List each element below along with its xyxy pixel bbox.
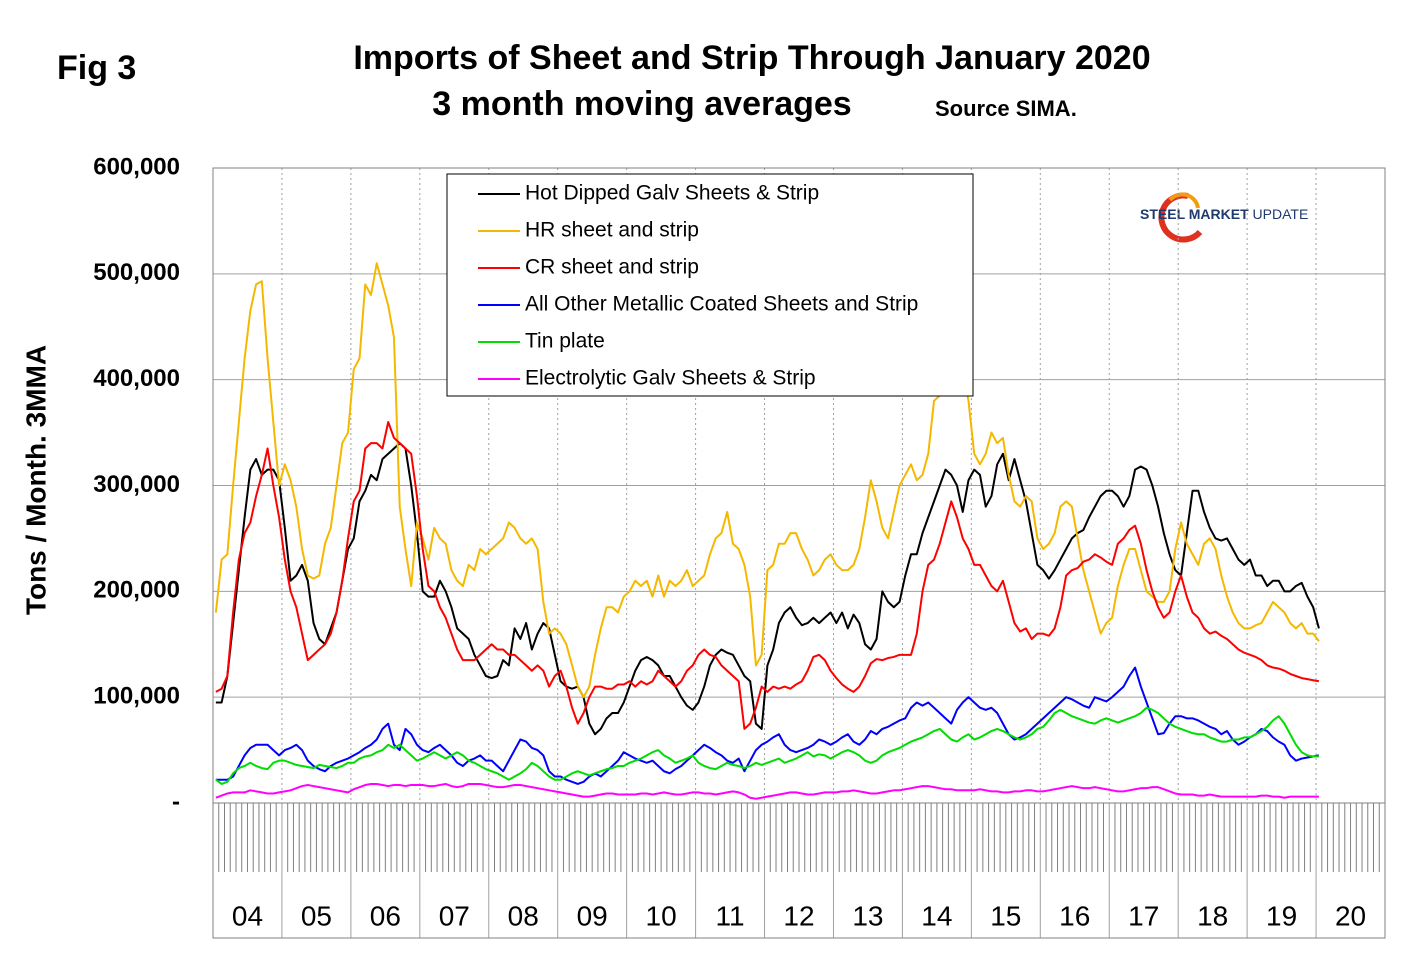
x-tick-label: 07 (439, 900, 470, 931)
figure-label: Fig 3 (57, 49, 136, 87)
x-tick-label: 18 (1197, 900, 1228, 931)
series-line (215, 666, 1320, 785)
x-tick-label: 12 (783, 900, 814, 931)
logo-bold: STEEL MARKET (1140, 206, 1249, 222)
chart-title: Imports of Sheet and Strip Through Janua… (353, 39, 1150, 77)
legend-box (446, 173, 974, 397)
logo: STEEL MARKET UPDATE (1140, 192, 1308, 243)
logo-light: UPDATE (1253, 206, 1309, 222)
source-note: Source SIMA. (935, 96, 1077, 121)
x-tick-label: 06 (370, 900, 401, 931)
x-tick-label: 10 (646, 900, 677, 931)
series-line (215, 782, 1319, 800)
x-tick-label: 19 (1266, 900, 1297, 931)
x-tick-label: 11 (716, 900, 745, 931)
legend-label: Tin plate (525, 330, 605, 353)
series-line (215, 421, 1320, 730)
y-tick-label: 200,000 (93, 577, 180, 604)
y-tick-label: 300,000 (93, 471, 180, 498)
x-tick-label: 20 (1335, 900, 1366, 931)
legend-label: Hot Dipped Galv Sheets & Strip (525, 182, 819, 205)
legend-label: All Other Metallic Coated Sheets and Str… (525, 293, 918, 316)
series-line (215, 706, 1319, 785)
legend-label: CR sheet and strip (525, 256, 699, 279)
logo-swoosh (1168, 192, 1200, 209)
x-tick-label: 14 (921, 900, 952, 931)
plot-frame (212, 167, 1386, 939)
legend-label: Electrolytic Galv Sheets & Strip (525, 367, 816, 390)
series-line (214, 262, 1320, 699)
y-tick-label: 600,000 (93, 153, 180, 180)
y-tick-label: 400,000 (93, 365, 180, 392)
y-axis-label: Tons / Month. 3MMA (20, 345, 51, 615)
chart-subtitle: 3 month moving averages (432, 85, 851, 123)
x-tick-label: 05 (301, 900, 332, 931)
y-tick-label: 100,000 (93, 683, 180, 710)
x-tick-label: 09 (577, 900, 608, 931)
x-tick-label: 15 (990, 900, 1021, 931)
x-tick-label: 04 (232, 900, 263, 931)
y-tick-label: - (172, 788, 180, 815)
x-tick-label: 08 (508, 900, 539, 931)
y-tick-label: 500,000 (93, 259, 180, 286)
legend-label: HR sheet and strip (525, 219, 699, 242)
logo-text: STEEL MARKET UPDATE (1140, 206, 1308, 222)
x-tick-label: 17 (1128, 900, 1159, 931)
x-tick-label: 13 (852, 900, 883, 931)
x-tick-label: 16 (1059, 900, 1090, 931)
